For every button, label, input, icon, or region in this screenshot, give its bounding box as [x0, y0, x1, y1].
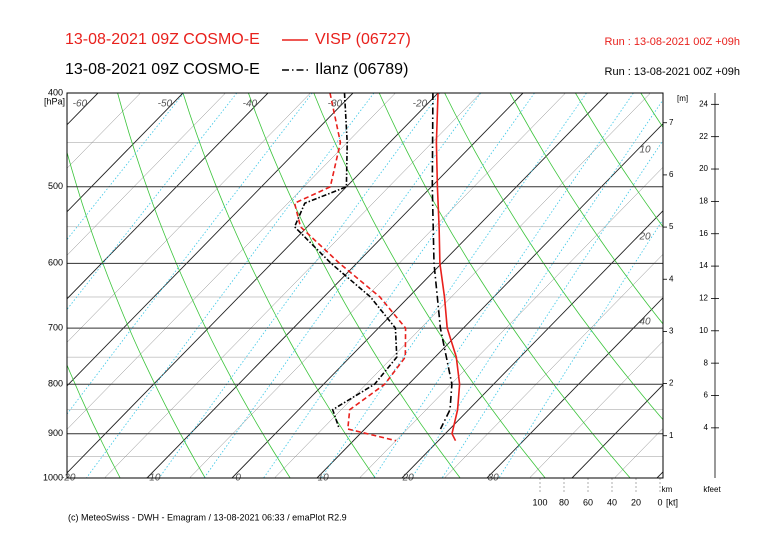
wind-tick-label: 80	[559, 497, 569, 507]
km-tick-label: 7	[669, 118, 674, 127]
y-tick-label: 600	[48, 258, 63, 268]
kfeet-tick-label: 6	[704, 391, 709, 400]
wind-tick-label: 20	[631, 497, 641, 507]
y-tick-label: 400	[48, 87, 63, 97]
isotherm	[274, 93, 651, 478]
run-info: Run : 13-08-2021 00Z +09h	[605, 36, 740, 48]
y-tick-label: 900	[48, 428, 63, 438]
y-axis-label: [hPa]	[44, 96, 65, 106]
isotherm	[231, 93, 609, 478]
profiles	[293, 93, 461, 442]
y-tick-label: 700	[48, 323, 63, 333]
legend-entry: Ilanz (06789)	[315, 61, 408, 78]
kfeet-tick-label: 16	[699, 229, 708, 238]
temp-label-top: -30	[328, 99, 343, 110]
wind-tick-label: 60	[583, 497, 593, 507]
wind-tick-label: 0	[657, 497, 662, 507]
legend-entry: VISP (06727)	[315, 31, 411, 48]
km-tick-label: 6	[669, 170, 674, 179]
temperature-line	[431, 93, 453, 430]
temp-label-top: -60	[73, 99, 88, 110]
kfeet-axis-label: kfeet	[703, 485, 721, 494]
temp-label-top: -20	[413, 99, 428, 110]
wind-tick-label: 100	[532, 497, 547, 507]
isotherm	[486, 297, 663, 478]
background-grid	[67, 93, 663, 478]
isotherm	[189, 93, 566, 478]
isotherm	[67, 93, 439, 474]
km-tick-label: 4	[669, 274, 674, 283]
y-tick-label: 800	[48, 379, 63, 389]
kfeet-tick-label: 4	[704, 423, 709, 432]
isotherm	[401, 210, 663, 478]
mixing-label: 20	[638, 232, 651, 243]
isotherm	[359, 166, 663, 478]
kfeet-tick-label: 20	[699, 164, 708, 173]
dewpoint-line	[293, 93, 407, 442]
km-tick-label: 5	[669, 222, 674, 231]
y-tick-label: 500	[48, 181, 63, 191]
isotherm	[67, 93, 311, 343]
isotherm	[67, 93, 184, 213]
kfeet-tick-label: 12	[699, 294, 708, 303]
km-tick-label: 1	[669, 431, 674, 440]
wind-unit: [kt]	[666, 497, 678, 507]
temp-label-top: -40	[243, 99, 258, 110]
run-info: Run : 13-08-2021 00Z +09h	[605, 66, 740, 78]
plot-frame	[66, 92, 664, 479]
isotherm	[67, 93, 396, 430]
mixing-label: 40	[639, 317, 651, 328]
kfeet-tick-label: 24	[699, 99, 708, 108]
kfeet-tick-label: 22	[699, 132, 708, 141]
km-tick-label: 3	[669, 327, 674, 336]
kfeet-tick-label: 14	[699, 261, 708, 270]
km-axis-label: km	[662, 485, 673, 494]
legend-label: 13-08-2021 09Z COSMO-E	[65, 61, 260, 78]
isotherm	[316, 123, 663, 478]
y-tick-label: 1000	[43, 472, 63, 482]
dewpoint-line	[293, 93, 398, 430]
isotherm	[444, 253, 663, 478]
kfeet-tick-label: 10	[699, 326, 708, 335]
isotherm	[104, 93, 481, 478]
isotherm	[67, 93, 226, 256]
legend-label: 13-08-2021 09Z COSMO-E	[65, 31, 260, 48]
isotherm	[529, 340, 663, 478]
temperature-line	[435, 93, 461, 442]
km-tick-label: 2	[669, 379, 674, 388]
isotherm	[571, 384, 663, 478]
mixing-label: 10	[639, 145, 651, 156]
kfeet-tick-label: 18	[699, 196, 708, 205]
km-unit: [m]	[677, 94, 688, 103]
isotherm	[67, 93, 141, 169]
footer: (c) MeteoSwiss - DWH - Emagram / 13-08-2…	[68, 512, 347, 522]
kfeet-tick-label: 8	[704, 358, 709, 367]
temp-label-top: -50	[158, 99, 173, 110]
wind-tick-label: 40	[607, 497, 617, 507]
